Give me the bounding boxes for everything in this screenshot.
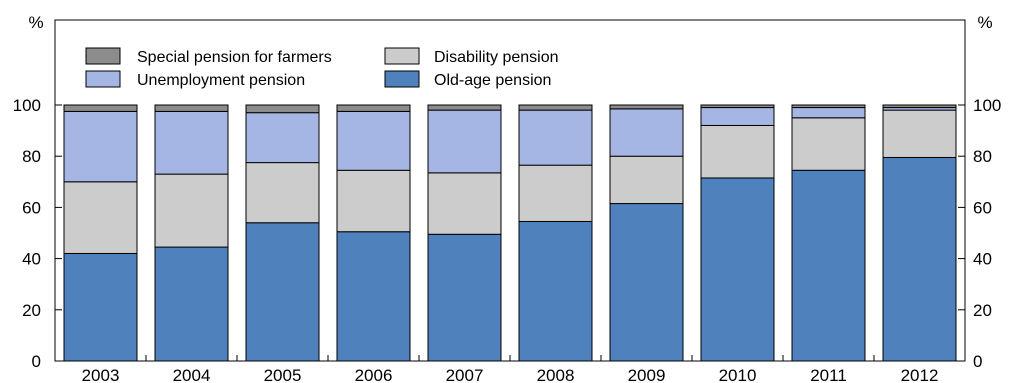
bar-segment-disability-pension-2003 xyxy=(63,181,138,254)
axis-layer: 0 0 20 20 40 40 60 60 80 80 100 100 2003 2004 2005 2006… xyxy=(13,96,1002,383)
y-tick-label-left: 40 xyxy=(22,250,41,269)
y-tick-label-right: 60 xyxy=(973,198,992,217)
bar-segment-special-pension-for-farmers-2003 xyxy=(63,104,138,112)
y-tick-label-left: 80 xyxy=(22,147,41,166)
bar-segment-unemployment-pension-2010 xyxy=(700,107,775,126)
bar-segment-old-age-pension-2003 xyxy=(63,252,138,362)
bar-segment-unemployment-pension-2005 xyxy=(245,112,320,164)
bar-segment-old-age-pension-2011 xyxy=(791,169,866,362)
x-tick-label-2011: 2011 xyxy=(810,366,847,383)
bar-segment-old-age-pension-2012 xyxy=(882,156,957,362)
bar-segment-disability-pension-2009 xyxy=(609,155,684,205)
bar-segment-unemployment-pension-2006 xyxy=(336,110,411,171)
bar-segment-old-age-pension-2006 xyxy=(336,231,411,362)
legend-swatch-farmers xyxy=(85,47,121,65)
x-tick-label-2003: 2003 xyxy=(82,366,120,383)
x-tick-label-2008: 2008 xyxy=(537,366,575,383)
x-tick-label-2005: 2005 xyxy=(264,366,302,383)
right-unit-label: % xyxy=(977,13,992,32)
bar-segment-special-pension-for-farmers-2008 xyxy=(518,104,593,111)
bar-segment-special-pension-for-farmers-2004 xyxy=(154,104,229,112)
legend: Special pension for farmers Disability p… xyxy=(85,47,559,89)
legend-label-disability: Disability pension xyxy=(434,49,559,66)
y-tick-label-left: 100 xyxy=(13,96,41,115)
bar-segment-disability-pension-2006 xyxy=(336,169,411,233)
left-unit-label: % xyxy=(28,13,43,32)
bar-segment-old-age-pension-2008 xyxy=(518,220,593,362)
bar-segment-special-pension-for-farmers-2007 xyxy=(427,104,502,111)
legend-label-unemployment: Unemployment pension xyxy=(137,72,305,89)
legend-swatch-disability xyxy=(384,47,420,65)
bar-segment-old-age-pension-2009 xyxy=(609,203,684,362)
y-tick-label-right: 20 xyxy=(973,301,992,320)
bar-segment-special-pension-for-farmers-2006 xyxy=(336,104,411,112)
bar-segment-disability-pension-2008 xyxy=(518,164,593,222)
y-tick-label-right: 40 xyxy=(973,250,992,269)
bar-segment-disability-pension-2007 xyxy=(427,172,502,235)
x-tick-label-2006: 2006 xyxy=(355,366,393,383)
legend-swatch-unemployment xyxy=(85,70,121,88)
bar-segment-disability-pension-2010 xyxy=(700,124,775,179)
bar-segment-unemployment-pension-2011 xyxy=(791,107,866,119)
bar-segment-unemployment-pension-2009 xyxy=(609,108,684,157)
x-tick-label-2004: 2004 xyxy=(173,366,211,383)
x-tick-label-2009: 2009 xyxy=(628,366,666,383)
bar-segment-disability-pension-2004 xyxy=(154,173,229,248)
x-tick-label-2010: 2010 xyxy=(719,366,757,383)
bar-segment-disability-pension-2012 xyxy=(882,109,957,158)
bar-segment-special-pension-for-farmers-2011 xyxy=(791,104,866,109)
bar-segment-special-pension-for-farmers-2009 xyxy=(609,104,684,110)
bar-segment-unemployment-pension-2004 xyxy=(154,110,229,175)
bars-layer xyxy=(63,104,957,362)
bar-segment-old-age-pension-2007 xyxy=(427,233,502,362)
bar-segment-old-age-pension-2010 xyxy=(700,177,775,362)
x-tick-label-2012: 2012 xyxy=(901,366,939,383)
bar-segment-special-pension-for-farmers-2005 xyxy=(245,104,320,114)
y-tick-label-right: 80 xyxy=(973,147,992,166)
bar-segment-special-pension-for-farmers-2010 xyxy=(700,104,775,109)
bar-segment-disability-pension-2011 xyxy=(791,117,866,171)
legend-swatch-old-age xyxy=(384,70,420,88)
y-tick-label-left: 20 xyxy=(22,301,41,320)
bar-segment-old-age-pension-2004 xyxy=(154,246,229,362)
legend-label-old-age: Old-age pension xyxy=(434,72,551,89)
x-tick-label-2007: 2007 xyxy=(446,366,484,383)
y-tick-label-left: 60 xyxy=(22,198,41,217)
bar-segment-unemployment-pension-2008 xyxy=(518,109,593,166)
bar-segment-special-pension-for-farmers-2012 xyxy=(882,104,957,109)
bar-segment-old-age-pension-2005 xyxy=(245,222,320,362)
bar-segment-disability-pension-2005 xyxy=(245,162,320,224)
y-tick-label-left: 0 xyxy=(32,352,41,371)
y-tick-label-right: 0 xyxy=(973,352,982,371)
legend-label-farmers: Special pension for farmers xyxy=(137,49,332,66)
bar-segment-unemployment-pension-2003 xyxy=(63,110,138,183)
y-tick-label-right: 100 xyxy=(973,96,1001,115)
bar-segment-unemployment-pension-2007 xyxy=(427,109,502,174)
